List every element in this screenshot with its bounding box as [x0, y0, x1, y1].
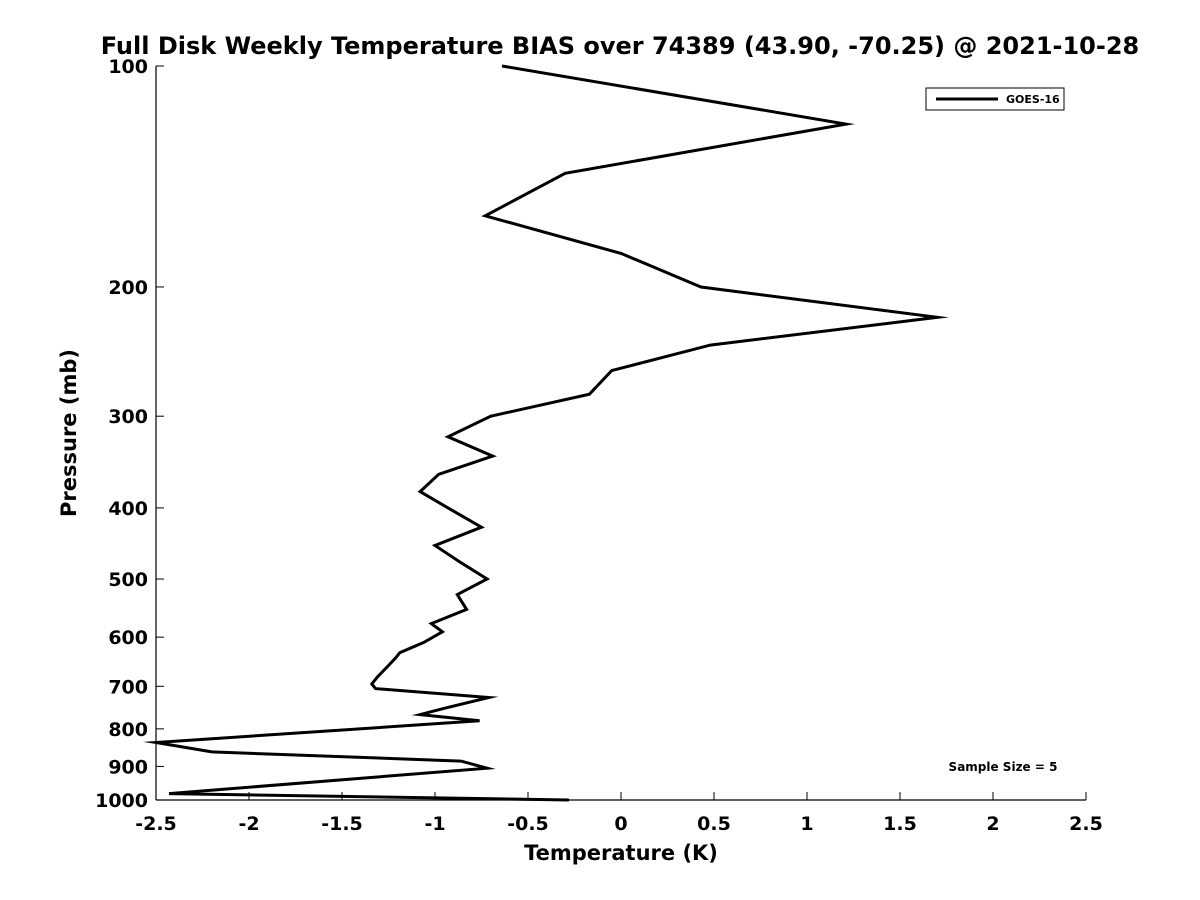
- y-tick-label: 900: [108, 756, 148, 778]
- y-tick-label: 800: [108, 719, 148, 741]
- x-tick-label: -0.5: [507, 813, 549, 835]
- x-tick-label: -1.5: [321, 813, 363, 835]
- chart-title: Full Disk Weekly Temperature BIAS over 7…: [101, 32, 1140, 60]
- y-axis-ticks: 100 200 300 400 500 600 700 800 900 1000: [95, 56, 164, 812]
- y-tick-label: 700: [108, 676, 148, 698]
- y-axis-label: Pressure (mb): [57, 349, 81, 517]
- x-tick-label: -2: [238, 813, 259, 835]
- x-tick-label: 1.5: [883, 813, 917, 835]
- y-tick-label: 100: [108, 56, 148, 78]
- legend-label-goes-16: GOES-16: [1006, 93, 1060, 106]
- y-tick-label: 300: [108, 406, 148, 428]
- x-axis-ticks: -2.5 -2 -1.5 -1 -0.5 0 0.5 1 1.5 2 2.5: [135, 792, 1103, 835]
- x-tick-label: 2.5: [1069, 813, 1103, 835]
- series-layer: [143, 64, 950, 802]
- sample-size-annotation: Sample Size = 5: [949, 760, 1058, 774]
- x-tick-label: -1: [424, 813, 445, 835]
- y-tick-label: 600: [108, 627, 148, 649]
- x-axis-label: Temperature (K): [524, 841, 718, 865]
- x-tick-label: 2: [986, 813, 999, 835]
- x-tick-label: 0: [614, 813, 627, 835]
- y-tick-label: 400: [108, 498, 148, 520]
- y-tick-label: 500: [108, 569, 148, 591]
- x-tick-label: 0.5: [697, 813, 731, 835]
- series-line-goes-16: [143, 64, 950, 802]
- y-tick-label: 200: [108, 277, 148, 299]
- y-tick-label: 1000: [95, 790, 148, 812]
- x-tick-label: -2.5: [135, 813, 177, 835]
- legend: GOES-16: [925, 87, 1065, 111]
- x-tick-label: 1: [800, 813, 813, 835]
